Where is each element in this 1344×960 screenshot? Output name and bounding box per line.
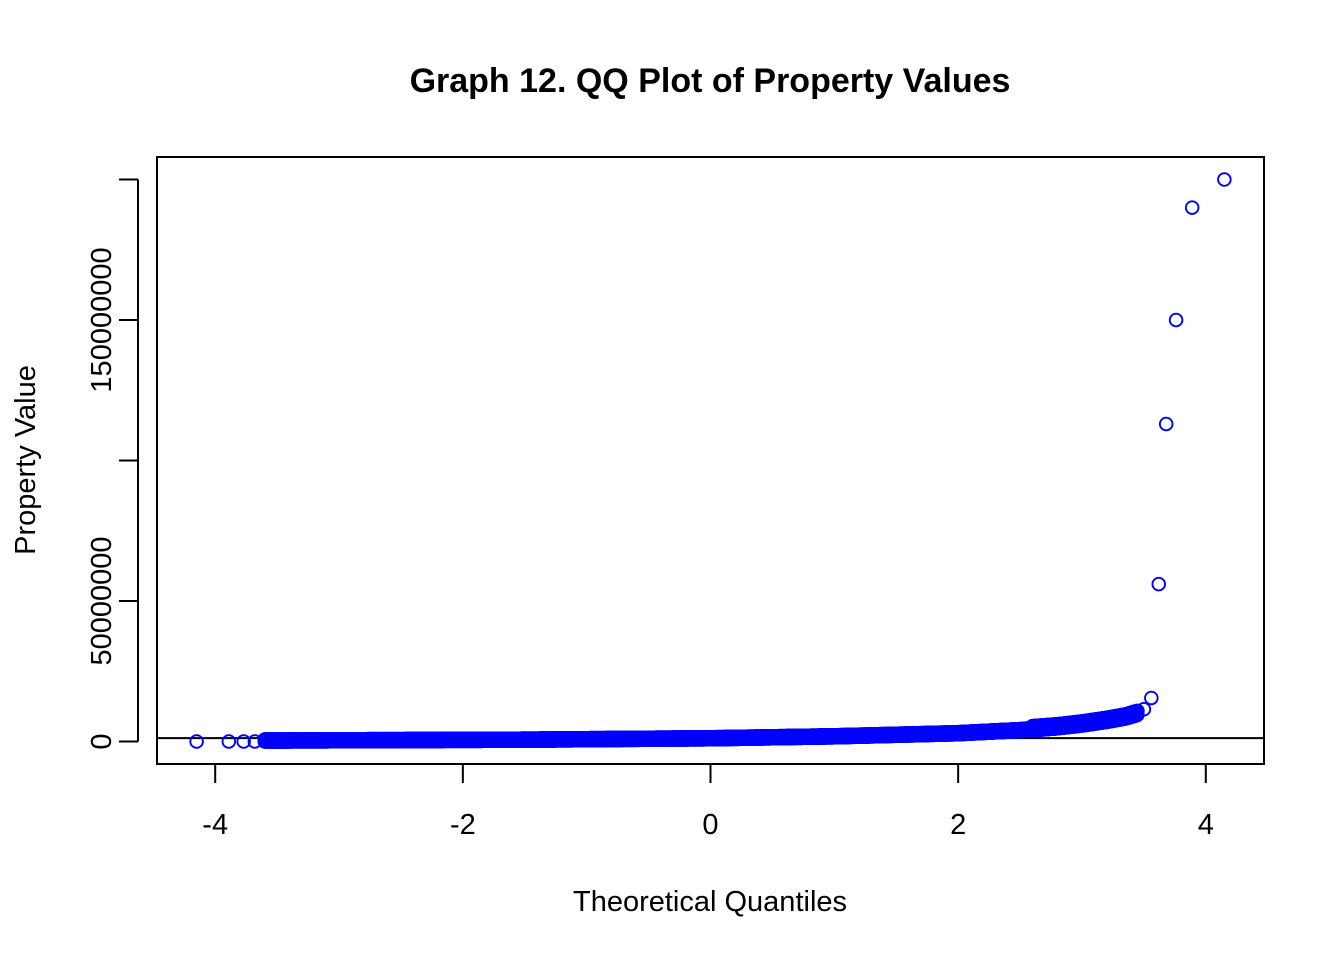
x-axis: -4 -2 0 2 4 (202, 763, 1214, 841)
y-tick-label: 0 (86, 733, 118, 749)
data-point (1184, 200, 1200, 215)
y-axis: 0 50000000 150000000 (86, 178, 139, 750)
data-point (236, 734, 251, 749)
data-point (1158, 416, 1174, 432)
data-point (247, 734, 263, 749)
x-tick-label: 0 (702, 809, 718, 841)
data-point (1130, 703, 1145, 719)
data-point (1168, 312, 1184, 328)
y-axis-label: Property Value (10, 365, 42, 555)
x-tick-label: 2 (950, 809, 966, 841)
data-point (189, 734, 204, 749)
data-point (1136, 701, 1152, 717)
data-points (189, 172, 1232, 749)
data-point (1217, 172, 1232, 187)
x-tick-label: -4 (202, 809, 228, 841)
x-axis-label: Theoretical Quantiles (573, 886, 847, 918)
plot-frame (156, 156, 1265, 765)
data-point (1151, 576, 1166, 592)
y-tick-label: 150000000 (86, 247, 118, 392)
chart-title: Graph 12. QQ Plot of Property Values (410, 62, 1011, 100)
x-tick-label: -2 (450, 809, 476, 841)
y-tick-label: 50000000 (86, 536, 118, 665)
data-point (221, 734, 237, 749)
x-tick-label: 4 (1198, 809, 1214, 841)
data-point (1144, 690, 1159, 706)
